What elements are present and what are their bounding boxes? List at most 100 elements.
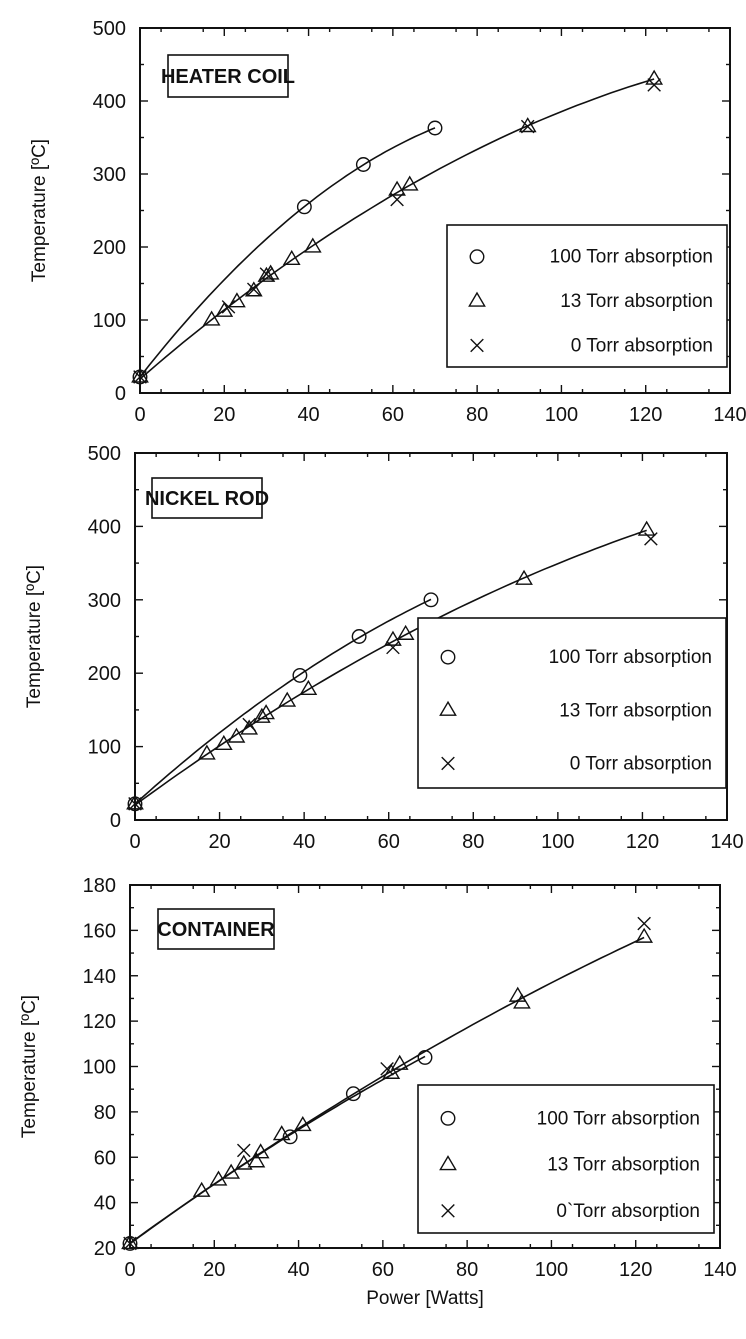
series-1 xyxy=(122,1049,433,1251)
data-point-circle xyxy=(296,199,312,215)
legend-marker-circle xyxy=(469,249,485,265)
legend-marker-circle xyxy=(440,1110,456,1126)
data-point-triangle xyxy=(513,993,531,1009)
y-axis-label: Temperature [ºC] xyxy=(29,139,50,282)
x-tick-label: 140 xyxy=(703,1259,736,1281)
legend-label: 0`Torr absorption xyxy=(556,1201,700,1222)
data-point-cross xyxy=(380,1061,394,1076)
data-point-circle xyxy=(423,592,439,608)
data-point-circle xyxy=(345,1086,361,1102)
legend-label: 13 Torr absorption xyxy=(560,291,713,312)
data-point-triangle xyxy=(645,69,664,85)
legend-label: 100 Torr absorption xyxy=(537,1108,700,1129)
series-3 xyxy=(133,78,661,384)
data-point-triangle xyxy=(192,1181,211,1197)
x-tick-label: 140 xyxy=(710,831,743,853)
panel-label: HEATER COIL xyxy=(161,66,295,88)
data-point-triangle xyxy=(390,1054,409,1070)
data-point-triangle xyxy=(635,927,654,943)
data-point-circle xyxy=(292,667,308,683)
data-point-triangle xyxy=(202,310,221,326)
legend-marker-cross xyxy=(470,338,484,353)
x-tick-label: 120 xyxy=(629,404,662,426)
legend-marker-circle xyxy=(440,649,456,665)
legend-box xyxy=(417,617,727,789)
data-point-triangle xyxy=(234,1154,253,1170)
data-point-triangle xyxy=(121,1233,139,1250)
series-1 xyxy=(132,120,443,385)
fit-curve xyxy=(134,598,432,805)
data-point-cross xyxy=(133,370,147,384)
data-point-triangle xyxy=(382,1063,401,1079)
data-point-triangle xyxy=(384,630,402,646)
legend-label: 0 Torr absorption xyxy=(571,335,713,356)
y-tick-label: 400 xyxy=(88,516,121,538)
panel-label-box xyxy=(167,54,289,98)
data-point-cross xyxy=(520,119,535,134)
data-point-cross xyxy=(236,1143,251,1158)
data-point-cross xyxy=(644,532,658,546)
panel-3: 0 20 40 60 80 100 120 140 20 40 60 80 100 120 140 160 18… xyxy=(19,875,737,1309)
y-tick-label: 100 xyxy=(83,1057,116,1079)
x-tick-label: 20 xyxy=(203,1259,225,1281)
data-point-cross xyxy=(242,717,256,732)
y-tick-label: 400 xyxy=(93,91,126,113)
data-point-cross xyxy=(390,192,404,207)
x-tick-label: 140 xyxy=(713,404,746,426)
x-axis-label: Power [Watts] xyxy=(366,1288,484,1309)
data-point-triangle xyxy=(131,367,149,383)
legend-box xyxy=(446,224,728,368)
legend-marker-triangle xyxy=(439,1155,457,1171)
data-point-triangle xyxy=(400,175,419,191)
y-tick-label: 0 xyxy=(115,383,126,405)
x-tick-label: 0 xyxy=(124,1259,135,1281)
data-point-triangle xyxy=(299,679,318,695)
x-tick-label: 0 xyxy=(134,404,145,426)
data-point-triangle xyxy=(303,237,322,253)
data-point-triangle xyxy=(388,180,406,196)
data-point-circle xyxy=(355,157,371,172)
legend-label: 0 Torr absorption xyxy=(570,753,712,774)
x-tick-label: 20 xyxy=(208,831,230,853)
data-point-triangle xyxy=(396,624,415,640)
data-point-triangle xyxy=(215,301,234,317)
y-tick-label: 100 xyxy=(93,310,126,332)
x-tick-label: 60 xyxy=(378,831,400,853)
panel-1: 0 20 40 60 80 100 120 140 0 100 200 300 400 500 Temper… xyxy=(29,18,746,426)
y-tick-label: 120 xyxy=(83,1011,116,1033)
data-point-triangle xyxy=(214,734,233,751)
y-tick-label: 200 xyxy=(88,663,121,685)
data-point-triangle xyxy=(518,117,537,133)
y-axis-label: Temperature [ºC] xyxy=(24,565,45,708)
data-point-cross xyxy=(128,797,142,811)
data-point-triangle xyxy=(228,292,246,308)
x-tick-label: 100 xyxy=(545,404,578,426)
legend-label: 13 Torr absorption xyxy=(547,1155,700,1176)
y-tick-label: 160 xyxy=(83,920,116,942)
data-point-triangle xyxy=(293,1116,312,1132)
data-point-triangle xyxy=(240,719,259,735)
data-point-triangle xyxy=(272,1125,291,1141)
y-tick-label: 40 xyxy=(94,1193,116,1215)
x-tick-label: 40 xyxy=(293,831,315,853)
data-point-triangle xyxy=(244,281,263,297)
data-point-triangle xyxy=(126,794,144,810)
data-point-triangle xyxy=(282,249,301,266)
x-tick-label: 120 xyxy=(626,831,659,853)
legend-label: 100 Torr absorption xyxy=(550,247,713,268)
data-point-triangle xyxy=(209,1170,228,1186)
fit-curve xyxy=(134,529,647,806)
fit-curve xyxy=(129,1055,426,1245)
y-tick-label: 500 xyxy=(93,18,126,40)
series-3 xyxy=(123,916,651,1251)
x-tick-label: 80 xyxy=(466,404,488,426)
y-tick-label: 20 xyxy=(94,1238,116,1260)
x-tick-label: 80 xyxy=(456,1259,478,1281)
legend-marker-triangle xyxy=(439,700,457,716)
y-tick-label: 0 xyxy=(110,810,121,832)
series-3 xyxy=(128,532,658,811)
panel-label: NICKEL ROD xyxy=(145,488,269,510)
x-tick-label: 40 xyxy=(297,404,319,426)
panel-2: 0 20 40 60 80 100 120 140 0 100 200 300 400 500 Temper… xyxy=(24,443,744,853)
